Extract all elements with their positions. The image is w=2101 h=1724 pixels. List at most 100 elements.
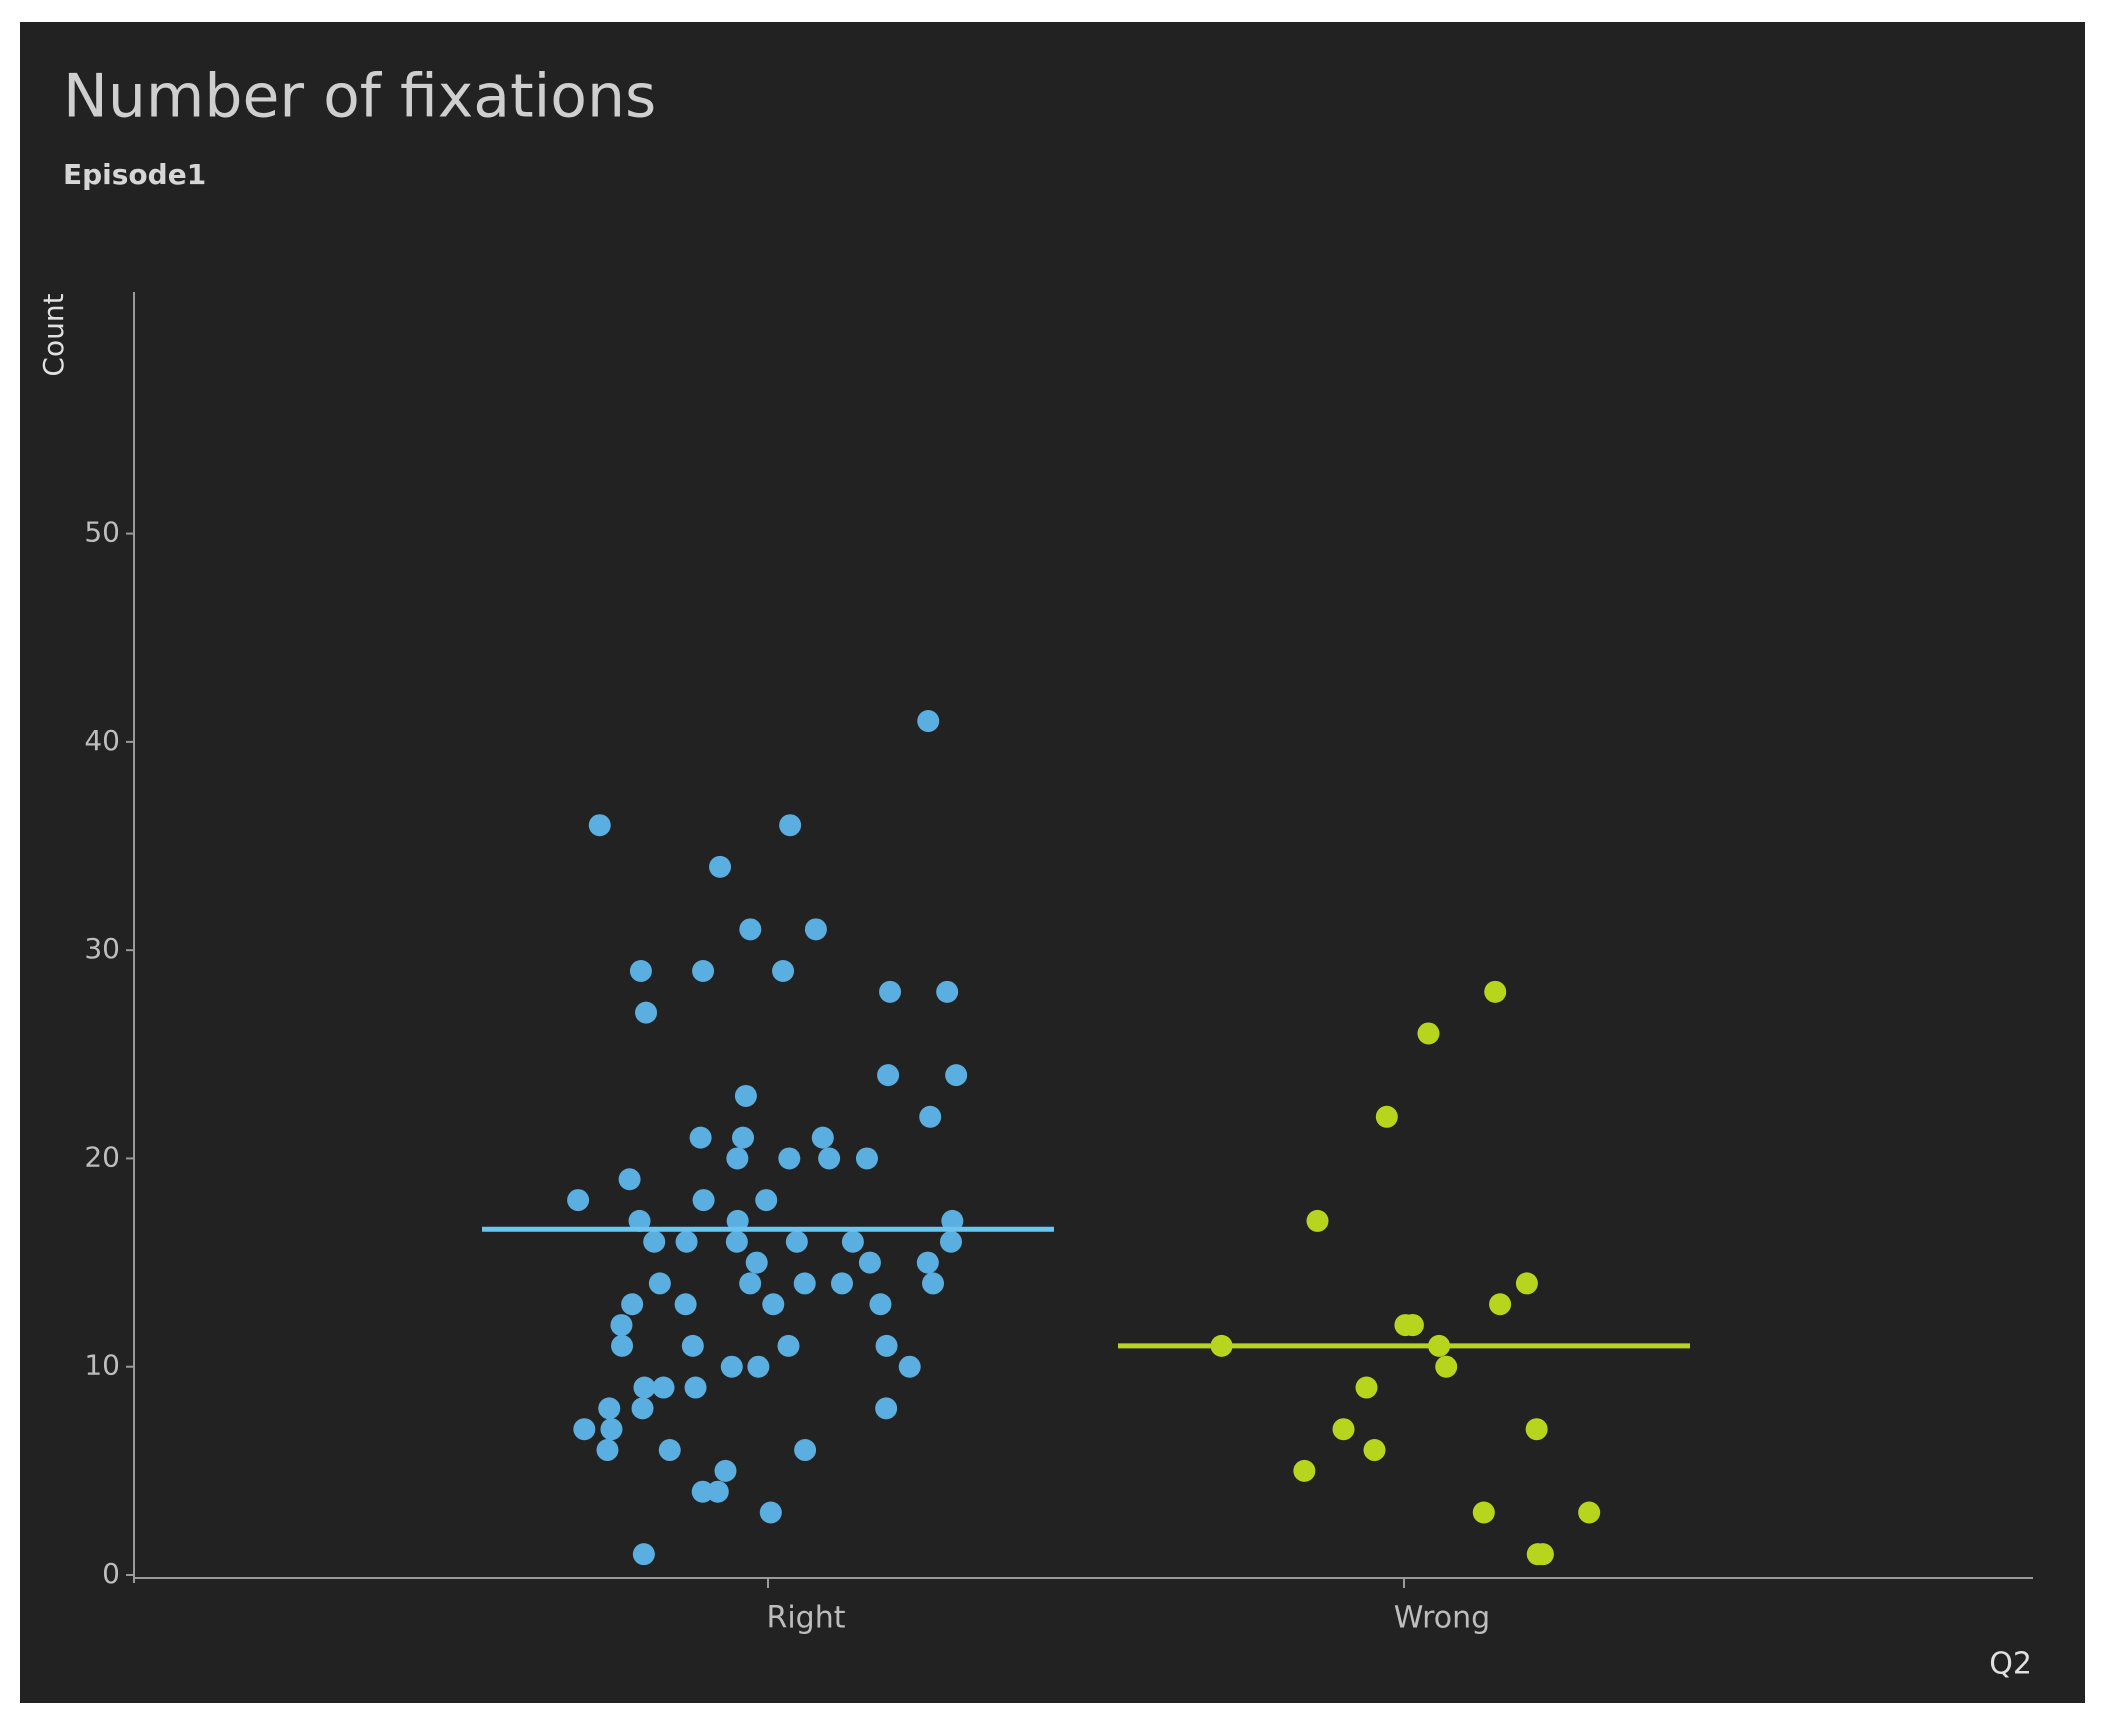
data-point bbox=[917, 710, 940, 733]
data-point bbox=[573, 1418, 596, 1441]
chart-subtitle: Episode1 bbox=[63, 158, 206, 191]
data-point bbox=[635, 1001, 658, 1024]
y-tick-label: 30 bbox=[84, 932, 120, 965]
data-point bbox=[648, 1272, 671, 1295]
data-point bbox=[869, 1293, 892, 1316]
data-point bbox=[1355, 1376, 1378, 1399]
data-point bbox=[1363, 1439, 1386, 1462]
data-point bbox=[596, 1439, 619, 1462]
data-point bbox=[745, 1251, 768, 1274]
y-tick-label: 40 bbox=[84, 724, 120, 757]
y-axis-label: Count bbox=[37, 293, 70, 376]
x-tick-label: Right bbox=[767, 1601, 846, 1636]
panel bbox=[20, 22, 2085, 1703]
data-point bbox=[945, 1064, 968, 1087]
data-point bbox=[618, 1168, 641, 1191]
data-point bbox=[1525, 1418, 1548, 1441]
data-point bbox=[739, 1272, 762, 1295]
data-point bbox=[567, 1189, 590, 1212]
data-point bbox=[941, 1209, 964, 1232]
data-point bbox=[643, 1230, 666, 1253]
data-point bbox=[1435, 1355, 1458, 1378]
data-point bbox=[1489, 1293, 1512, 1316]
data-point bbox=[598, 1397, 621, 1420]
y-tick-label: 50 bbox=[84, 516, 120, 549]
data-point bbox=[875, 1397, 898, 1420]
data-point bbox=[916, 1251, 939, 1274]
data-point bbox=[588, 814, 611, 837]
data-point bbox=[734, 1084, 757, 1107]
data-point bbox=[675, 1230, 698, 1253]
data-point bbox=[658, 1439, 681, 1462]
x-axis-label: Q2 bbox=[1989, 1647, 2032, 1682]
data-point bbox=[1332, 1418, 1355, 1441]
data-point bbox=[804, 918, 827, 941]
data-point bbox=[689, 1126, 712, 1149]
data-point bbox=[794, 1439, 817, 1462]
data-point bbox=[621, 1293, 644, 1316]
data-point bbox=[725, 1230, 748, 1253]
data-point bbox=[818, 1147, 841, 1170]
data-point bbox=[811, 1126, 834, 1149]
data-point bbox=[726, 1147, 749, 1170]
data-point bbox=[631, 1397, 654, 1420]
data-point bbox=[762, 1293, 785, 1316]
data-point bbox=[739, 918, 762, 941]
data-point bbox=[1526, 1543, 1549, 1566]
data-point bbox=[793, 1272, 816, 1295]
data-point bbox=[830, 1272, 853, 1295]
data-point bbox=[1484, 980, 1507, 1003]
x-tick-label: Wrong bbox=[1394, 1601, 1490, 1636]
data-point bbox=[628, 1209, 651, 1232]
data-point bbox=[600, 1418, 623, 1441]
data-point bbox=[778, 1147, 801, 1170]
data-point bbox=[691, 1480, 714, 1503]
data-point bbox=[855, 1147, 878, 1170]
data-point bbox=[632, 1543, 655, 1566]
y-tick-label: 10 bbox=[84, 1349, 120, 1382]
y-tick-label: 20 bbox=[84, 1140, 120, 1173]
data-point bbox=[706, 1480, 729, 1503]
data-point bbox=[681, 1334, 704, 1357]
data-point bbox=[684, 1376, 707, 1399]
data-point bbox=[841, 1230, 864, 1253]
data-point bbox=[1417, 1022, 1440, 1045]
y-tick-label: 0 bbox=[102, 1557, 120, 1590]
data-point bbox=[919, 1105, 942, 1128]
chart-title: Number of fixations bbox=[63, 62, 656, 132]
data-point bbox=[726, 1209, 749, 1232]
data-point bbox=[936, 980, 959, 1003]
data-point bbox=[898, 1355, 921, 1378]
data-point bbox=[692, 1189, 715, 1212]
data-point bbox=[875, 1334, 898, 1357]
data-point bbox=[714, 1459, 737, 1482]
data-point bbox=[858, 1251, 881, 1274]
data-point bbox=[922, 1272, 945, 1295]
data-point bbox=[1401, 1314, 1424, 1337]
data-point bbox=[1306, 1209, 1329, 1232]
data-point bbox=[629, 959, 652, 982]
data-point bbox=[1515, 1272, 1538, 1295]
data-point bbox=[879, 980, 902, 1003]
data-point bbox=[1293, 1459, 1316, 1482]
data-point bbox=[877, 1064, 900, 1087]
data-point bbox=[777, 1334, 800, 1357]
data-point bbox=[785, 1230, 808, 1253]
data-point bbox=[939, 1230, 962, 1253]
data-point bbox=[633, 1376, 656, 1399]
data-point bbox=[772, 959, 795, 982]
data-point bbox=[747, 1355, 770, 1378]
data-point bbox=[610, 1314, 633, 1337]
data-point bbox=[709, 855, 732, 878]
data-point bbox=[759, 1501, 782, 1524]
data-point bbox=[611, 1334, 634, 1357]
data-point bbox=[755, 1189, 778, 1212]
data-point bbox=[720, 1355, 743, 1378]
data-point bbox=[1578, 1501, 1601, 1524]
data-point bbox=[692, 959, 715, 982]
data-point bbox=[674, 1293, 697, 1316]
data-point bbox=[1375, 1105, 1398, 1128]
data-point bbox=[1472, 1501, 1495, 1524]
data-point bbox=[731, 1126, 754, 1149]
